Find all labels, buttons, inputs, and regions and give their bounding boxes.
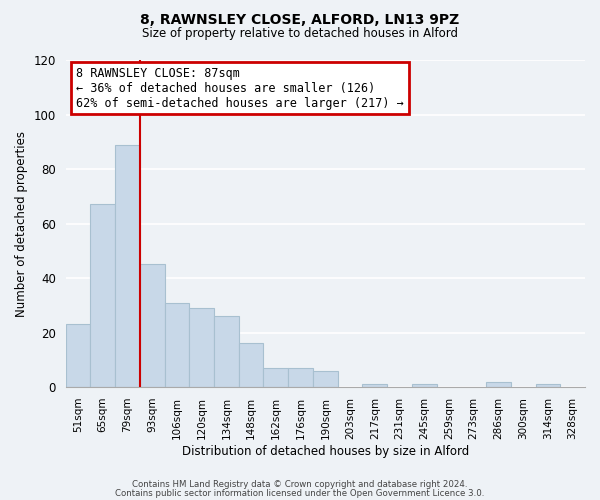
Text: 8 RAWNSLEY CLOSE: 87sqm
← 36% of detached houses are smaller (126)
62% of semi-d: 8 RAWNSLEY CLOSE: 87sqm ← 36% of detache… bbox=[76, 66, 404, 110]
Bar bbox=[190, 308, 214, 387]
Bar bbox=[115, 144, 140, 387]
Bar bbox=[164, 302, 190, 387]
Bar bbox=[140, 264, 164, 387]
Bar bbox=[362, 384, 387, 387]
Text: 8, RAWNSLEY CLOSE, ALFORD, LN13 9PZ: 8, RAWNSLEY CLOSE, ALFORD, LN13 9PZ bbox=[140, 12, 460, 26]
Bar bbox=[536, 384, 560, 387]
Bar bbox=[288, 368, 313, 387]
Bar bbox=[412, 384, 437, 387]
X-axis label: Distribution of detached houses by size in Alford: Distribution of detached houses by size … bbox=[182, 444, 469, 458]
Bar bbox=[263, 368, 288, 387]
Y-axis label: Number of detached properties: Number of detached properties bbox=[15, 130, 28, 316]
Bar bbox=[239, 344, 263, 387]
Bar bbox=[65, 324, 91, 387]
Text: Contains HM Land Registry data © Crown copyright and database right 2024.: Contains HM Land Registry data © Crown c… bbox=[132, 480, 468, 489]
Text: Size of property relative to detached houses in Alford: Size of property relative to detached ho… bbox=[142, 28, 458, 40]
Bar bbox=[91, 204, 115, 387]
Text: Contains public sector information licensed under the Open Government Licence 3.: Contains public sector information licen… bbox=[115, 489, 485, 498]
Bar bbox=[313, 370, 338, 387]
Bar bbox=[214, 316, 239, 387]
Bar bbox=[486, 382, 511, 387]
